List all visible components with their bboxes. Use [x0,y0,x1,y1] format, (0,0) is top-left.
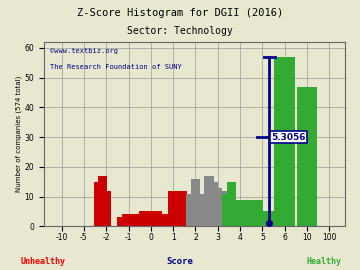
Bar [168,191,178,226]
Bar [122,214,131,226]
Bar [240,200,249,226]
Bar [162,214,171,226]
Bar [195,194,204,226]
Bar [126,214,135,226]
Bar [135,214,144,226]
Bar [35,188,44,226]
Text: Healthy: Healthy [306,257,342,266]
Text: The Research Foundation of SUNY: The Research Foundation of SUNY [50,64,181,70]
Bar [173,191,182,226]
Bar [98,176,107,226]
Bar [144,211,153,226]
Bar [226,182,236,226]
Bar [209,182,218,226]
Text: 5.3056: 5.3056 [271,133,306,141]
Bar [94,182,103,226]
Bar [297,87,318,226]
Bar [222,194,231,226]
Text: Unhealthy: Unhealthy [21,257,66,266]
Bar [102,191,111,226]
Bar [12,182,22,226]
Text: Z-Score Histogram for DGII (2016): Z-Score Histogram for DGII (2016) [77,8,283,18]
Bar [204,176,213,226]
Bar [139,211,149,226]
Bar [191,179,200,226]
Bar [200,194,209,226]
Bar [153,211,162,226]
Text: Score: Score [167,257,193,266]
Bar [182,194,191,226]
Bar [267,211,276,226]
Bar [235,200,245,226]
Bar [262,211,271,226]
Bar [157,214,167,226]
Bar [258,211,267,226]
Text: Sector: Technology: Sector: Technology [127,26,233,36]
Bar [217,191,227,226]
Bar [117,217,126,226]
Bar [253,200,263,226]
Bar [249,200,258,226]
Bar [244,200,254,226]
Y-axis label: Number of companies (574 total): Number of companies (574 total) [15,76,22,192]
Bar [274,57,295,226]
Bar [148,211,158,226]
Text: ©www.textbiz.org: ©www.textbiz.org [50,48,118,53]
Bar [177,191,187,226]
Bar [231,200,240,226]
Bar [131,214,140,226]
Bar [186,194,196,226]
Bar [213,188,222,226]
